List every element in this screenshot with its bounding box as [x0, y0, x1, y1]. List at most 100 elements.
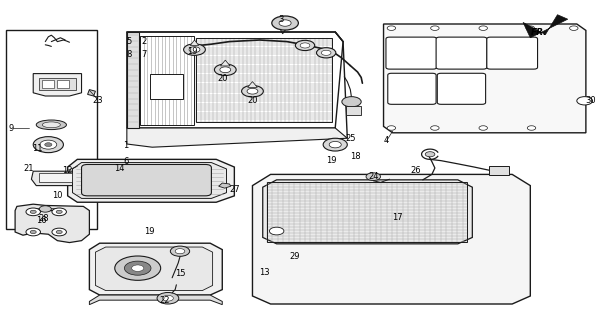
Text: 23: 23 [92, 96, 103, 105]
Circle shape [269, 227, 284, 235]
Polygon shape [219, 183, 231, 188]
Bar [42, 80, 54, 88]
Text: FR.: FR. [530, 28, 547, 37]
Text: 19: 19 [187, 47, 198, 56]
Circle shape [321, 50, 331, 55]
Polygon shape [68, 159, 234, 202]
Text: 3: 3 [278, 15, 283, 24]
Circle shape [527, 126, 536, 130]
FancyBboxPatch shape [436, 37, 487, 69]
Bar [140, 36, 194, 125]
Polygon shape [252, 174, 530, 304]
Circle shape [247, 88, 258, 94]
Bar [346, 106, 361, 115]
Polygon shape [88, 90, 95, 96]
Polygon shape [127, 128, 347, 147]
Circle shape [175, 249, 185, 254]
Circle shape [184, 44, 205, 55]
Text: 12: 12 [62, 166, 73, 175]
Circle shape [272, 16, 298, 30]
Circle shape [30, 230, 36, 234]
Circle shape [30, 210, 36, 213]
Bar [267, 182, 467, 242]
Bar [6, 30, 97, 229]
Circle shape [279, 20, 291, 26]
Polygon shape [15, 204, 89, 243]
Text: 11: 11 [32, 144, 43, 153]
Text: 19: 19 [326, 156, 336, 164]
Circle shape [162, 295, 173, 301]
FancyBboxPatch shape [82, 164, 211, 196]
Circle shape [39, 206, 51, 212]
Circle shape [124, 261, 151, 275]
Circle shape [526, 26, 535, 30]
Circle shape [387, 126, 396, 130]
Circle shape [170, 246, 190, 256]
Text: 16: 16 [36, 216, 47, 225]
Text: 28: 28 [38, 214, 49, 223]
Text: 15: 15 [175, 269, 185, 278]
Text: 8: 8 [126, 50, 131, 59]
Text: 14: 14 [114, 164, 125, 173]
Text: 1: 1 [123, 141, 128, 150]
Text: 20: 20 [217, 74, 228, 83]
Ellipse shape [36, 120, 66, 130]
Circle shape [387, 26, 396, 30]
Bar [57, 80, 69, 88]
Circle shape [56, 230, 62, 234]
Polygon shape [31, 171, 80, 186]
Circle shape [189, 47, 200, 52]
FancyBboxPatch shape [388, 73, 436, 104]
FancyBboxPatch shape [487, 37, 538, 69]
Bar [489, 166, 509, 175]
Text: 29: 29 [289, 252, 300, 261]
Polygon shape [220, 60, 230, 66]
Circle shape [479, 126, 487, 130]
Polygon shape [72, 163, 226, 198]
Bar [39, 78, 76, 90]
Bar [150, 74, 183, 99]
Circle shape [220, 67, 231, 73]
Polygon shape [33, 74, 82, 96]
Circle shape [295, 40, 315, 51]
Circle shape [300, 43, 310, 48]
Circle shape [570, 26, 578, 30]
Circle shape [479, 26, 487, 30]
Circle shape [431, 126, 439, 130]
Circle shape [366, 173, 381, 180]
Text: 27: 27 [229, 185, 240, 194]
Polygon shape [190, 40, 199, 45]
Circle shape [431, 26, 439, 30]
Circle shape [56, 210, 62, 213]
Circle shape [425, 152, 435, 157]
Circle shape [115, 256, 161, 280]
Polygon shape [127, 32, 139, 128]
Polygon shape [248, 82, 257, 87]
Circle shape [26, 228, 40, 236]
Polygon shape [89, 295, 222, 305]
Circle shape [577, 97, 593, 105]
Text: 7: 7 [141, 50, 146, 59]
Text: 6: 6 [123, 157, 128, 166]
Polygon shape [523, 15, 568, 38]
Circle shape [52, 228, 66, 236]
Text: 9: 9 [8, 124, 13, 132]
Text: 24: 24 [368, 172, 379, 181]
Text: 20: 20 [247, 96, 258, 105]
Circle shape [40, 140, 57, 149]
Text: 17: 17 [392, 213, 403, 222]
Circle shape [329, 141, 341, 148]
Circle shape [323, 138, 347, 151]
FancyBboxPatch shape [437, 73, 486, 104]
Circle shape [52, 208, 66, 216]
Ellipse shape [42, 122, 60, 128]
Polygon shape [127, 32, 343, 128]
FancyBboxPatch shape [386, 37, 437, 69]
Text: 26: 26 [410, 166, 421, 175]
Polygon shape [263, 180, 472, 244]
Circle shape [26, 208, 40, 216]
Text: 30: 30 [585, 96, 596, 105]
Circle shape [214, 64, 236, 76]
Text: 2: 2 [141, 37, 146, 46]
Text: 18: 18 [350, 152, 361, 161]
